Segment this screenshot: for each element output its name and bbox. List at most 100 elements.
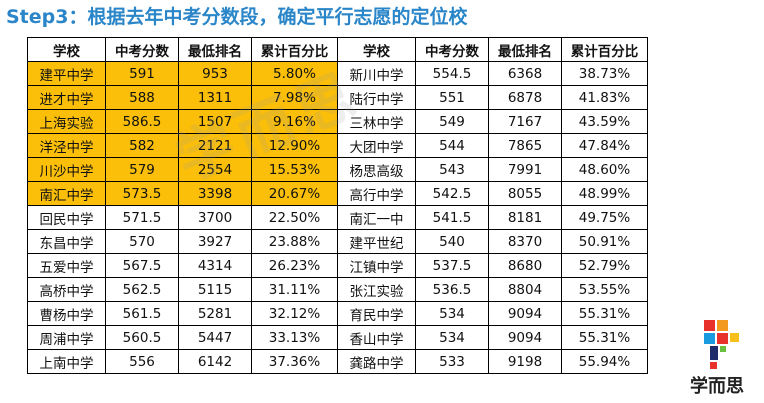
cell-left-score: 562.5	[105, 277, 179, 302]
cell-right-score: 549	[415, 109, 489, 134]
cell-left-percent: 7.98%	[251, 85, 338, 110]
cell-right-percent: 48.99%	[561, 181, 648, 206]
cell-left-percent: 22.50%	[251, 205, 338, 230]
cell-right-rank: 6878	[488, 85, 562, 110]
cell-right-school: 大团中学	[337, 133, 416, 158]
cell-right-rank: 9094	[488, 301, 562, 326]
cell-left-rank: 3700	[178, 205, 252, 230]
cell-left-school: 周浦中学	[27, 325, 106, 350]
cell-right-school: 南汇一中	[337, 205, 416, 230]
cell-right-rank: 7167	[488, 109, 562, 134]
cell-right-rank: 6368	[488, 61, 562, 86]
logo-icon	[704, 320, 739, 369]
cell-right-school: 龚路中学	[337, 349, 416, 374]
table-row: 上海实验 586.5 1507 9.16% 三林中学 549 7167 43.59%	[27, 109, 648, 134]
cell-right-school: 香山中学	[337, 325, 416, 350]
cell-right-school: 三林中学	[337, 109, 416, 134]
cell-right-percent: 43.59%	[561, 109, 648, 134]
cell-left-rank: 5281	[178, 301, 252, 326]
table-row: 五爱中学 567.5 4314 26.23% 江镇中学 537.5 8680 52.79%	[27, 253, 648, 278]
cell-left-score: 567.5	[105, 253, 179, 278]
header-score-right: 中考分数	[415, 37, 489, 62]
cell-left-rank: 2121	[178, 133, 252, 158]
cell-left-score: 570	[105, 229, 179, 254]
slide-title: Step3：根据去年中考分数段，确定平行志愿的定位校	[6, 6, 468, 28]
cell-left-rank: 2554	[178, 157, 252, 182]
header-percent-right: 累计百分比	[561, 37, 648, 62]
cell-right-percent: 41.83%	[561, 85, 648, 110]
cell-left-school: 回民中学	[27, 205, 106, 230]
cell-right-percent: 50.91%	[561, 229, 648, 254]
header-score-left: 中考分数	[105, 37, 179, 62]
cell-left-score: 586.5	[105, 109, 179, 134]
cell-left-school: 建平中学	[27, 61, 106, 86]
cell-right-score: 533	[415, 349, 489, 374]
cell-right-rank: 9198	[488, 349, 562, 374]
cell-left-percent: 12.90%	[251, 133, 338, 158]
table-row: 洋泾中学 582 2121 12.90% 大团中学 544 7865 47.84%	[27, 133, 648, 158]
cell-left-score: 579	[105, 157, 179, 182]
cell-right-score: 534	[415, 325, 489, 350]
cell-left-rank: 6142	[178, 349, 252, 374]
cell-left-rank: 1507	[178, 109, 252, 134]
table-row: 回民中学 571.5 3700 22.50% 南汇一中 541.5 8181 49.75%	[27, 205, 648, 230]
cell-right-school: 张江实验	[337, 277, 416, 302]
cell-right-rank: 8181	[488, 205, 562, 230]
cell-right-school: 建平世纪	[337, 229, 416, 254]
cell-right-rank: 7991	[488, 157, 562, 182]
cell-right-rank: 8680	[488, 253, 562, 278]
cell-left-score: 588	[105, 85, 179, 110]
table-header-row: 学校 中考分数 最低排名 累计百分比 学校 中考分数 最低排名 累计百分比	[27, 37, 648, 62]
header-percent-left: 累计百分比	[251, 37, 338, 62]
cell-left-score: 582	[105, 133, 179, 158]
cell-left-rank: 3398	[178, 181, 252, 206]
cell-left-percent: 32.12%	[251, 301, 338, 326]
cell-right-percent: 55.31%	[561, 301, 648, 326]
cell-left-rank: 5115	[178, 277, 252, 302]
cell-left-school: 上南中学	[27, 349, 106, 374]
cell-right-score: 534	[415, 301, 489, 326]
table-row: 南汇中学 573.5 3398 20.67% 高行中学 542.5 8055 48.99%	[27, 181, 648, 206]
cell-right-score: 540	[415, 229, 489, 254]
cell-right-rank: 8055	[488, 181, 562, 206]
header-rank-left: 最低排名	[178, 37, 252, 62]
cell-right-school: 杨思高级	[337, 157, 416, 182]
cell-left-score: 561.5	[105, 301, 179, 326]
cell-left-rank: 3927	[178, 229, 252, 254]
cell-right-school: 育民中学	[337, 301, 416, 326]
cell-left-school: 五爱中学	[27, 253, 106, 278]
cell-left-percent: 37.36%	[251, 349, 338, 374]
logo-text: 学而思	[690, 376, 744, 397]
cell-right-score: 537.5	[415, 253, 489, 278]
cell-left-percent: 20.67%	[251, 181, 338, 206]
cell-right-score: 542.5	[415, 181, 489, 206]
table-row: 建平中学 591 953 5.80% 新川中学 554.5 6368 38.73%	[27, 61, 648, 86]
header-school-right: 学校	[337, 37, 416, 62]
cell-right-percent: 48.60%	[561, 157, 648, 182]
cell-left-score: 571.5	[105, 205, 179, 230]
cell-left-school: 东昌中学	[27, 229, 106, 254]
cell-left-percent: 31.11%	[251, 277, 338, 302]
table-row: 东昌中学 570 3927 23.88% 建平世纪 540 8370 50.91%	[27, 229, 648, 254]
cell-left-percent: 9.16%	[251, 109, 338, 134]
cell-right-score: 541.5	[415, 205, 489, 230]
cell-right-rank: 9094	[488, 325, 562, 350]
cell-left-school: 高桥中学	[27, 277, 106, 302]
cell-right-rank: 8370	[488, 229, 562, 254]
cell-left-percent: 33.13%	[251, 325, 338, 350]
cell-left-school: 洋泾中学	[27, 133, 106, 158]
cell-left-percent: 15.53%	[251, 157, 338, 182]
table-row: 曹杨中学 561.5 5281 32.12% 育民中学 534 9094 55.31%	[27, 301, 648, 326]
header-rank-right: 最低排名	[488, 37, 562, 62]
cell-left-score: 560.5	[105, 325, 179, 350]
cell-right-school: 陆行中学	[337, 85, 416, 110]
cell-left-school: 进才中学	[27, 85, 106, 110]
table-row: 上南中学 556 6142 37.36% 龚路中学 533 9198 55.94%	[27, 349, 648, 374]
cell-right-school: 江镇中学	[337, 253, 416, 278]
cell-left-school: 曹杨中学	[27, 301, 106, 326]
cell-left-school: 上海实验	[27, 109, 106, 134]
cell-right-score: 543	[415, 157, 489, 182]
cell-left-rank: 5447	[178, 325, 252, 350]
cell-right-percent: 47.84%	[561, 133, 648, 158]
cell-right-percent: 52.79%	[561, 253, 648, 278]
